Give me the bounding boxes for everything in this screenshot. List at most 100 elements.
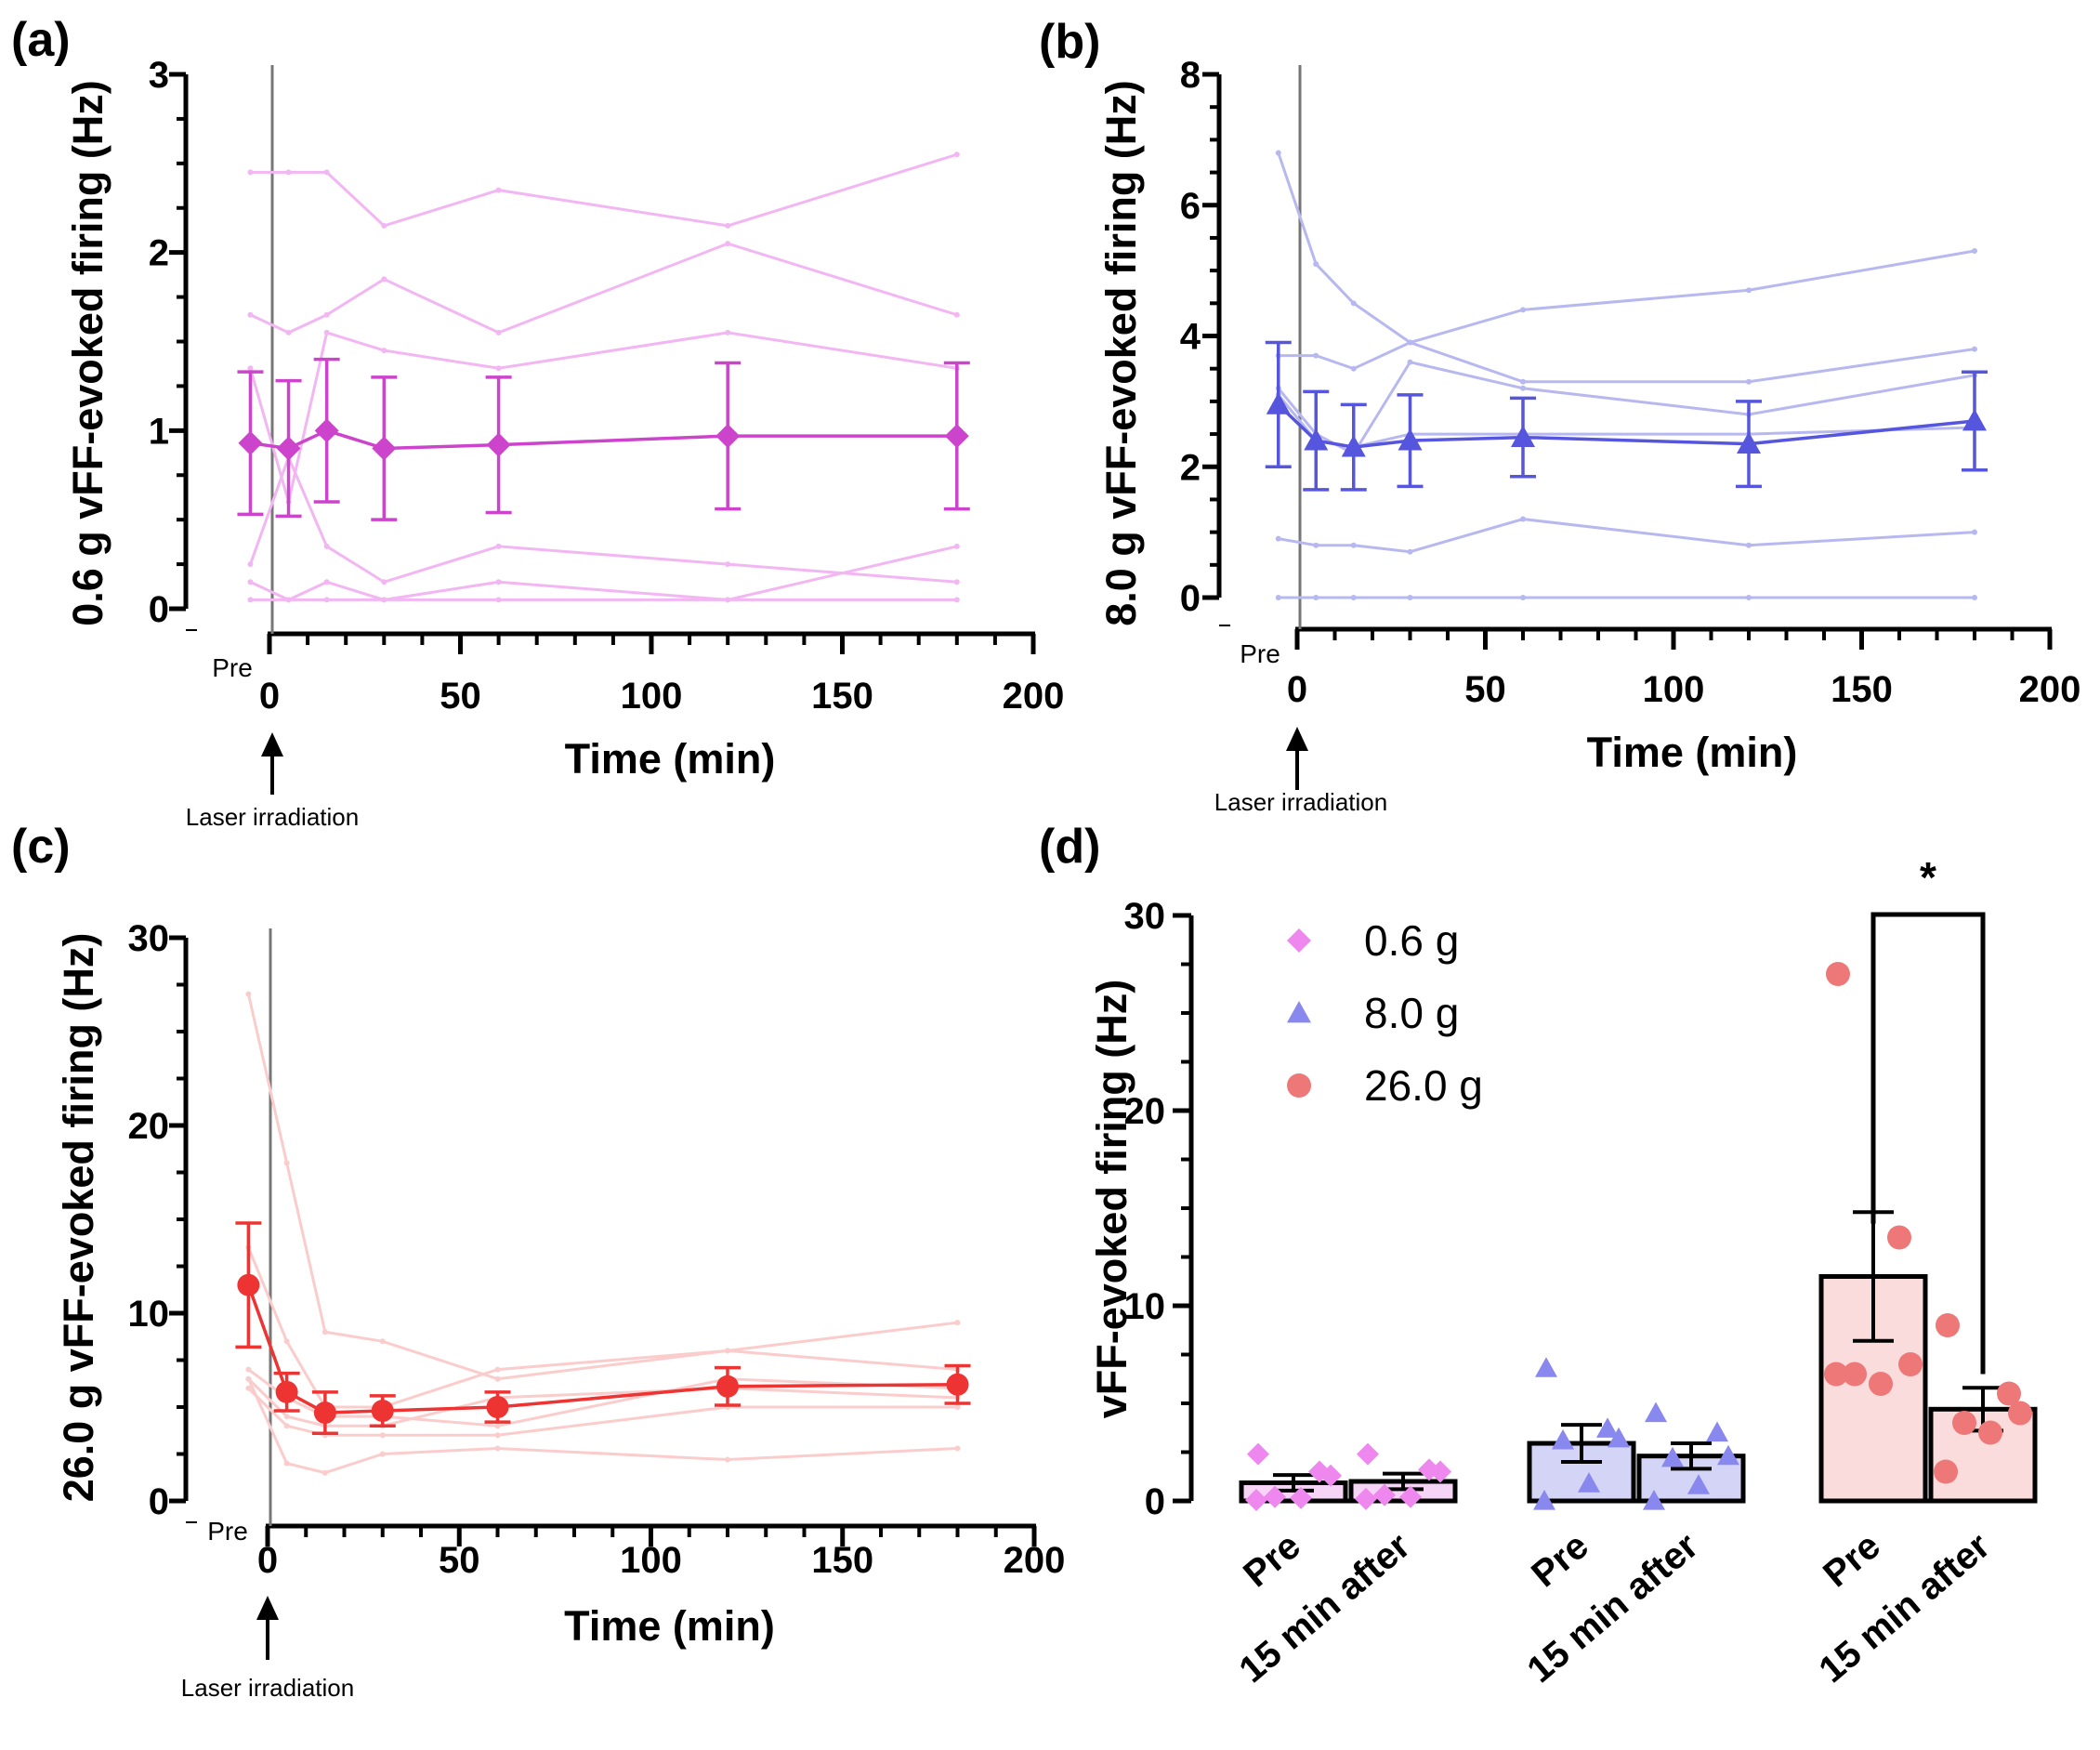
bar-point: [1898, 1352, 1923, 1376]
individual-point: [1407, 595, 1413, 600]
significance-star: *: [1920, 853, 1936, 901]
mean-point: [944, 424, 969, 449]
bar-point: [1533, 1490, 1555, 1510]
mean-point: [372, 436, 397, 461]
individual-point: [495, 187, 502, 193]
individual-point: [1520, 595, 1526, 600]
individual-point: [953, 579, 960, 586]
x-tick-label: 0: [259, 676, 280, 717]
mean-point: [238, 430, 263, 455]
y-axis-label: vFF-evoked firing (Hz): [1088, 980, 1135, 1419]
individual-point: [725, 1348, 730, 1354]
individual-point: [1275, 595, 1281, 600]
mean-point: [1304, 428, 1329, 451]
bar-point: [1596, 1417, 1619, 1438]
individual-point: [1313, 542, 1319, 548]
individual-point: [1972, 248, 1977, 255]
mean-point: [946, 1373, 969, 1396]
bar-point: [1717, 1444, 1739, 1466]
bar-point: [1645, 1401, 1667, 1423]
laser-annotation: Laser irradiation: [181, 1674, 354, 1702]
individual-line: [246, 993, 958, 1381]
individual-point: [725, 222, 731, 229]
y-tick-label: 30: [128, 918, 170, 959]
individual-point: [381, 222, 387, 229]
y-tick-label: 0: [1145, 1481, 1165, 1522]
individual-point: [954, 1320, 961, 1326]
bar-point: [1843, 1362, 1867, 1387]
bar-point: [1373, 1483, 1396, 1507]
mean-point: [1511, 425, 1535, 447]
individual-point: [381, 276, 387, 283]
x-tick-label: 150: [811, 676, 873, 717]
individual-point: [1972, 529, 1977, 535]
significance-bracket: [1870, 912, 1986, 1375]
individual-point: [381, 348, 387, 354]
individual-point: [283, 1414, 290, 1420]
mean-point: [313, 1401, 336, 1425]
individual-point: [1520, 378, 1526, 385]
panel-label: (b): [1039, 15, 1100, 69]
individual-point: [495, 579, 502, 586]
bar-point: [1887, 1225, 1911, 1250]
individual-point: [245, 1366, 252, 1373]
legend-label: 8.0 g: [1364, 989, 1459, 1037]
individual-point: [247, 597, 254, 603]
bar-point: [1687, 1474, 1710, 1494]
x-tick-label: 150: [1831, 669, 1893, 710]
individual-point: [1746, 287, 1752, 294]
individual-point: [285, 329, 292, 336]
y-tick-label: 4: [1180, 317, 1201, 358]
individual-point: [1275, 535, 1281, 542]
panel-label: (d): [1039, 820, 1100, 874]
individual-point: [323, 169, 330, 176]
individual-point: [954, 1404, 961, 1410]
individual-point: [1972, 595, 1977, 600]
individual-point: [494, 1432, 501, 1439]
individual-point: [379, 1338, 386, 1345]
bar-point: [1934, 1459, 1958, 1484]
mean-point: [371, 1400, 394, 1423]
arrow-head: [261, 732, 283, 757]
individual-point: [247, 169, 254, 176]
individual-line: [250, 152, 958, 228]
individual-point: [953, 151, 960, 158]
individual-point: [247, 365, 254, 372]
mean-point: [1398, 428, 1423, 451]
y-tick-label: 2: [1180, 447, 1201, 488]
mean-point: [275, 1380, 298, 1403]
individual-point: [323, 597, 330, 603]
individual-line: [1278, 249, 1975, 371]
bar-point: [2008, 1401, 2032, 1426]
individual-line: [249, 453, 957, 584]
bar-point: [1824, 1362, 1848, 1387]
individual-point: [1520, 385, 1526, 391]
category-label: Pre: [1524, 1525, 1596, 1595]
individual-point: [283, 1460, 290, 1467]
y-tick-label: 20: [128, 1106, 170, 1147]
individual-point: [285, 597, 292, 603]
mean-point: [1962, 408, 1987, 431]
laser-annotation: Laser irradiation: [1214, 788, 1387, 816]
bar-point: [1578, 1472, 1600, 1493]
individual-point: [1407, 548, 1413, 555]
x-tick-label: 50: [440, 676, 481, 717]
individual-point: [1972, 346, 1977, 352]
individual-point: [1313, 595, 1319, 600]
arrow-head: [1286, 727, 1308, 751]
individual-point: [1746, 378, 1752, 385]
individual-point: [495, 597, 502, 603]
bar-point: [1978, 1420, 2002, 1445]
panel-label: (c): [11, 820, 71, 874]
bar-point: [1997, 1381, 2021, 1406]
mean-point: [486, 432, 511, 457]
individual-point: [1520, 307, 1526, 313]
individual-point: [247, 561, 254, 568]
individual-point: [495, 329, 502, 336]
individual-point: [247, 579, 254, 586]
individual-point: [1520, 516, 1526, 522]
legend-marker: [1287, 1001, 1311, 1023]
arrow-head: [256, 1596, 279, 1620]
bar-point: [1355, 1487, 1377, 1510]
y-tick-label: 10: [1124, 1286, 1166, 1327]
